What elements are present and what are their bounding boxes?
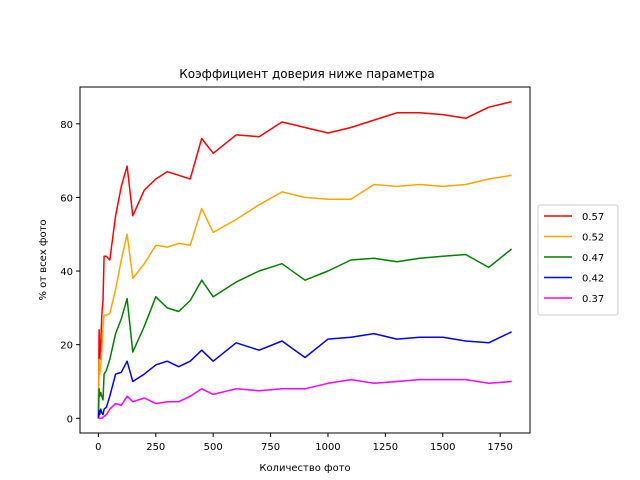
x-tick-label: 1000 xyxy=(315,442,340,453)
series-line-0.57 xyxy=(97,100,512,419)
y-tick-label: 40 xyxy=(60,267,73,278)
legend-label: 0.42 xyxy=(582,274,604,285)
y-tick-label: 60 xyxy=(60,193,73,204)
legend-label: 0.37 xyxy=(582,294,604,305)
y-axis: 0 20 40 60 80 xyxy=(60,120,80,425)
y-tick-label: 0 xyxy=(67,414,73,425)
series-line-0.37 xyxy=(98,378,512,420)
x-axis: 0 250 500 750 1000 1250 1500 1750 xyxy=(95,433,513,453)
x-tick-label: 500 xyxy=(204,442,223,453)
legend-frame xyxy=(537,204,619,316)
chart-title: Коэффициент доверия ниже параметра xyxy=(179,67,435,81)
x-axis-title: Количество фото xyxy=(259,463,350,474)
legend: 0.57 0.52 0.47 0.42 0.37 xyxy=(537,204,619,316)
x-tick-label: 1750 xyxy=(487,442,512,453)
series-group xyxy=(97,100,513,420)
x-tick-label: 1250 xyxy=(373,442,398,453)
y-axis-title: % от всех фото xyxy=(38,219,49,300)
legend-label: 0.52 xyxy=(582,233,604,244)
x-tick-label: 750 xyxy=(261,442,280,453)
legend-label: 0.57 xyxy=(582,212,604,223)
y-tick-label: 20 xyxy=(60,341,73,352)
x-tick-label: 1500 xyxy=(430,442,455,453)
series-line-0.52 xyxy=(97,174,512,419)
legend-label: 0.47 xyxy=(582,253,604,264)
y-tick-label: 80 xyxy=(60,120,73,131)
plot-area xyxy=(79,86,531,434)
x-tick-label: 0 xyxy=(95,442,101,453)
x-tick-label: 250 xyxy=(146,442,165,453)
plot-frame xyxy=(79,86,531,434)
series-line-0.47 xyxy=(97,248,513,419)
series-line-0.42 xyxy=(97,331,512,419)
